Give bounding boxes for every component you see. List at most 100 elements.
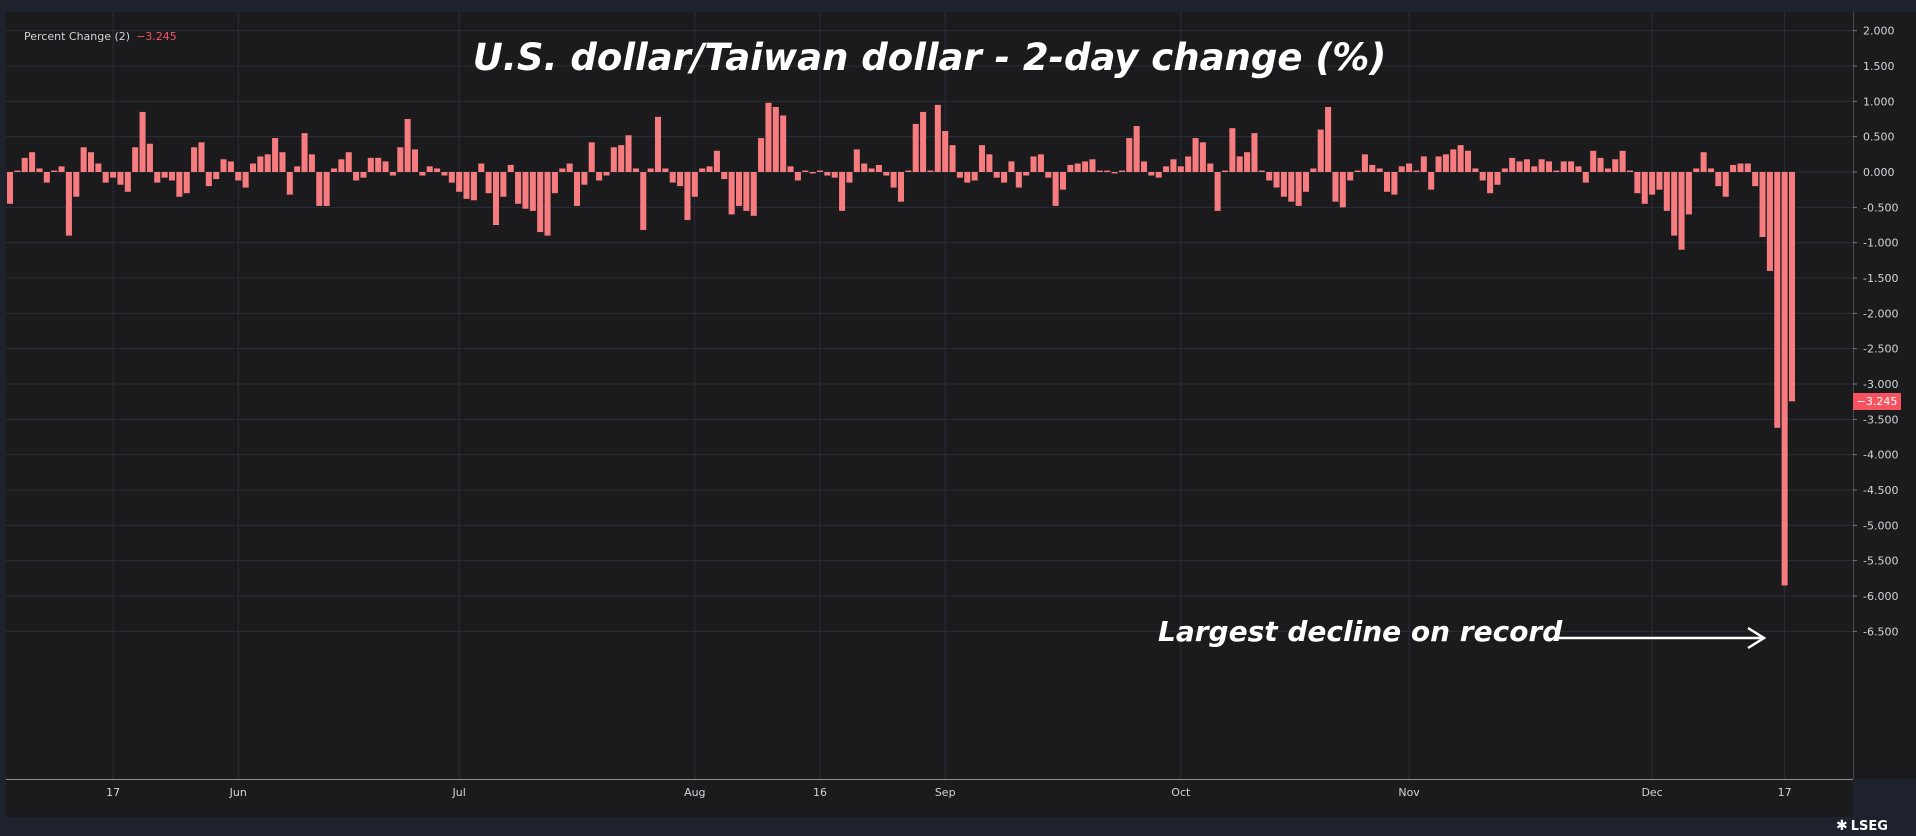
y-tick-label: 0.500: [1863, 131, 1895, 144]
bar: [1590, 150, 1597, 172]
bar: [1788, 172, 1796, 402]
bar: [1383, 172, 1391, 192]
bar: [949, 145, 956, 172]
bar: [986, 154, 993, 172]
last-value-badge: −3.245: [1853, 393, 1901, 411]
x-axis[interactable]: 17JunJulAug16SepOctNovDec172025FebMarApr…: [6, 779, 1853, 817]
bar: [1715, 172, 1722, 187]
bar: [1678, 172, 1685, 250]
x-tick-label: Aug: [684, 786, 705, 799]
bar: [596, 172, 603, 181]
bar: [367, 157, 374, 172]
bar: [699, 168, 706, 172]
bar: [610, 147, 617, 172]
bar: [1140, 161, 1148, 172]
bar: [1045, 172, 1052, 178]
bar: [1258, 170, 1265, 172]
lseg-logo: ✱ LSEG: [1836, 818, 1888, 834]
bar: [1221, 170, 1229, 172]
bar: [1663, 172, 1670, 211]
bar: [1523, 159, 1530, 172]
annotation-arrow-icon: [1556, 626, 1767, 650]
bar: [235, 172, 242, 181]
bar: [853, 149, 860, 172]
bar: [132, 147, 139, 172]
bar: [249, 163, 257, 172]
series-legend[interactable]: Percent Change (2) −3.245: [24, 30, 177, 43]
bar: [198, 142, 205, 172]
bar: [522, 172, 529, 209]
bar: [875, 164, 882, 172]
y-tick-label: 1.500: [1863, 60, 1895, 73]
bar: [868, 168, 875, 172]
bar: [1302, 172, 1310, 192]
x-tick-label: 17: [1778, 786, 1792, 799]
bar: [441, 172, 448, 176]
bar: [573, 172, 581, 206]
bar: [1288, 172, 1295, 202]
bar: [816, 170, 824, 172]
bar: [492, 172, 500, 225]
bar: [411, 149, 419, 172]
bar: [1626, 170, 1634, 172]
bar: [1582, 172, 1589, 183]
bar: [73, 172, 80, 197]
bar: [1759, 172, 1766, 238]
bar: [647, 168, 654, 172]
bar: [1310, 168, 1317, 172]
bar: [1656, 172, 1663, 190]
bar: [1023, 172, 1030, 176]
bar: [1744, 163, 1751, 172]
bar: [1752, 172, 1759, 187]
bar: [205, 172, 212, 187]
bar: [308, 154, 315, 172]
bar: [316, 172, 323, 206]
bar: [279, 152, 286, 172]
bar: [507, 164, 514, 172]
y-tick-label: -5.000: [1863, 519, 1898, 532]
bar: [1487, 172, 1494, 194]
bar: [323, 172, 330, 206]
bar: [861, 163, 868, 172]
bar: [1163, 166, 1170, 172]
bar: [654, 116, 662, 172]
bar: [124, 172, 131, 192]
bar: [294, 166, 301, 172]
bar: [743, 172, 750, 211]
bar: [1730, 164, 1737, 172]
annotation-text: Largest decline on record: [1158, 615, 1563, 648]
y-tick-label: -2.000: [1863, 307, 1898, 320]
bar: [1494, 172, 1501, 185]
y-axis-svg: 2.000 1.500 1.000 0.500 0.000 -0.500 -1.000 -1.…: [1853, 12, 1898, 779]
x-tick-label: Sep: [935, 786, 956, 799]
y-tick-label: 0.000: [1863, 166, 1895, 179]
y-tick-label: -5.500: [1863, 555, 1898, 568]
bar: [677, 172, 684, 187]
bar: [102, 172, 109, 183]
bar: [404, 119, 411, 172]
bar: [1229, 128, 1236, 172]
bar: [242, 172, 249, 188]
bar: [1236, 156, 1243, 172]
bar: [1781, 172, 1788, 586]
bar: [448, 172, 455, 183]
bar: [146, 143, 153, 172]
bar: [559, 168, 566, 172]
bar: [1096, 170, 1103, 172]
bar: [360, 172, 367, 178]
bar: [1391, 172, 1398, 195]
bar: [478, 163, 485, 172]
y-tick-label: -1.500: [1863, 272, 1898, 285]
bar: [213, 172, 220, 180]
bar: [257, 156, 264, 172]
x-tick-label: Nov: [1398, 786, 1420, 799]
bar: [1001, 172, 1008, 183]
bar: [1501, 168, 1508, 172]
bar: [1766, 172, 1773, 271]
bar: [1118, 170, 1125, 172]
bar: [956, 172, 963, 178]
bar: [191, 147, 198, 172]
x-tick-label: 16: [813, 786, 827, 799]
bar: [735, 172, 743, 206]
bar: [883, 172, 890, 176]
